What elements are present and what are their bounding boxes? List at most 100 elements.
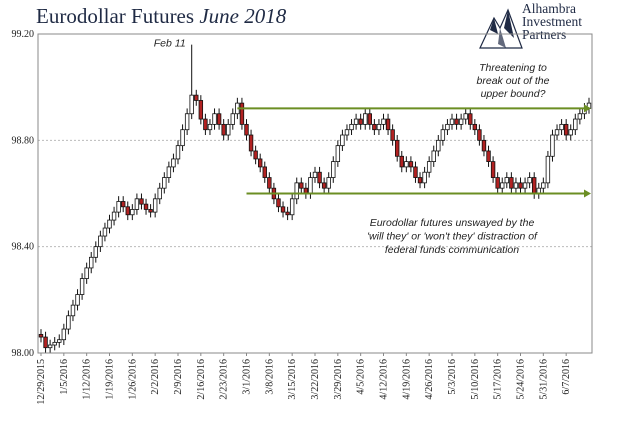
candle-body (162, 177, 167, 189)
candle-body (157, 187, 162, 200)
candle-body (171, 158, 176, 168)
candle-body (267, 177, 272, 189)
candle-body (426, 161, 432, 173)
x-tick-label: 1/26/2016 (127, 359, 138, 400)
candle-body (541, 182, 546, 189)
x-tick-label: 4/26/2016 (424, 359, 435, 400)
annotation-unswayed-line: federal funds communication (385, 244, 519, 256)
candle-body (143, 203, 149, 210)
candle-body (262, 166, 267, 178)
candle-body (454, 118, 459, 125)
candle-body (331, 161, 336, 178)
candle-body (563, 123, 569, 136)
chart-title: Eurodollar Futures June 2018 (36, 4, 286, 29)
candle-body (522, 182, 528, 189)
candle-body (532, 177, 537, 194)
candle-body (38, 333, 44, 338)
mountain-logo-icon (479, 8, 523, 49)
annotation-unswayed-line: 'will they' or 'won't they' distraction … (367, 231, 538, 243)
candle-body (212, 113, 217, 125)
candle-body (481, 139, 487, 152)
chart-title-main: Eurodollar Futures (36, 4, 195, 28)
candle-body (221, 123, 226, 136)
candle-body (554, 129, 560, 136)
candle-body (436, 139, 441, 152)
candle-body (216, 113, 222, 125)
candle-body (61, 328, 67, 341)
candle-body (385, 118, 391, 131)
candle-body (125, 206, 130, 216)
x-tick-label: 3/29/2016 (333, 359, 344, 400)
candle-body (184, 113, 190, 131)
x-tick-label: 2/9/2016 (173, 359, 184, 395)
candle-body (363, 113, 368, 125)
candle-body (107, 219, 112, 229)
x-tick-label: 4/5/2016 (356, 359, 367, 395)
x-tick-label: 12/29/2015 (36, 359, 47, 405)
candle-body (57, 339, 62, 343)
x-tick-label: 2/2/2016 (150, 359, 161, 395)
x-tick-label: 5/24/2016 (516, 359, 527, 400)
candle-body (89, 256, 94, 269)
candle-body (289, 198, 295, 216)
x-tick-label: 1/5/2016 (59, 359, 70, 395)
candle-body (276, 198, 281, 208)
candle-body (66, 315, 71, 330)
candle-body (317, 171, 322, 184)
x-tick-label: 3/8/2016 (264, 359, 275, 395)
candle-body (253, 150, 258, 160)
candle-body (468, 113, 473, 125)
candle-body (394, 139, 400, 157)
candle-body (353, 118, 359, 125)
candle-body (102, 227, 108, 237)
annotation-threat-line: break out of the (477, 75, 550, 87)
candle-body (449, 118, 455, 125)
candle-body (139, 198, 144, 205)
candle-body (495, 177, 500, 189)
candle-body (121, 201, 126, 208)
x-tick-label: 3/15/2016 (287, 359, 298, 400)
candle-body (299, 182, 304, 189)
candle-body (500, 182, 505, 189)
candle-body (486, 150, 491, 162)
upper-bound-line-arrow (584, 104, 591, 113)
x-tick-label: 3/22/2016 (310, 359, 321, 400)
grid-lines (38, 139, 592, 248)
candle-body (513, 182, 519, 189)
x-tick-label: 1/12/2016 (82, 359, 93, 400)
candle-body (349, 123, 354, 131)
candle-body (244, 123, 249, 136)
company-logo: Alhambra Investment Partners (478, 2, 628, 54)
candle-body (47, 344, 53, 349)
candle-body (43, 336, 48, 349)
candle-body (116, 201, 121, 213)
y-tick-label: 98.80 (12, 135, 35, 146)
annotation-threat-line: Threatening to (479, 62, 547, 74)
candle-body (93, 246, 98, 258)
candle-body (111, 211, 117, 221)
candle-body (404, 161, 409, 168)
candle-body (431, 150, 436, 162)
candle-body (422, 171, 427, 184)
candle-body (472, 123, 478, 131)
candle-body (52, 341, 57, 346)
candle-body (417, 177, 423, 184)
candle-body (504, 177, 509, 184)
candle-body (70, 304, 76, 317)
candle-body (390, 129, 395, 141)
candle-body (559, 123, 564, 131)
candle-body (527, 177, 532, 184)
candle-body (75, 294, 80, 306)
candle-body (152, 198, 158, 213)
candle-body (477, 129, 482, 141)
candle-body (573, 118, 578, 131)
candle-body (550, 134, 555, 157)
candle-body (399, 155, 404, 168)
candle-body (134, 198, 140, 210)
y-axis-labels: 98.00 98.40 98.80 99.20 (12, 29, 35, 359)
candle-body (98, 235, 103, 248)
x-tick-label: 3/1/2016 (242, 359, 253, 395)
candle-body (230, 113, 235, 125)
highlight-label: Feb 11 (154, 38, 186, 50)
